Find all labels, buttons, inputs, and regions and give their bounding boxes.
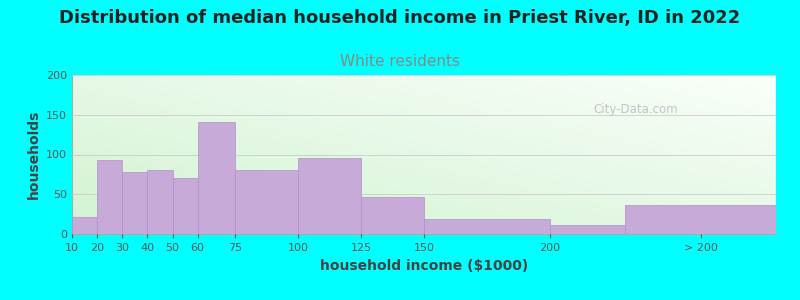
Text: White residents: White residents (340, 54, 460, 69)
Bar (625, 206, 776, 234)
Bar (198, 122, 235, 234)
Bar (72, 217, 97, 234)
Bar (235, 169, 298, 234)
Bar (550, 225, 625, 234)
Bar (122, 172, 147, 234)
Bar (424, 219, 550, 234)
X-axis label: household income ($1000): household income ($1000) (320, 259, 528, 273)
Y-axis label: households: households (26, 110, 41, 199)
Bar (298, 158, 361, 234)
Bar (97, 160, 122, 234)
Bar (361, 197, 424, 234)
Bar (147, 169, 173, 234)
Text: City-Data.com: City-Data.com (593, 103, 678, 116)
Bar (173, 178, 198, 234)
Text: Distribution of median household income in Priest River, ID in 2022: Distribution of median household income … (59, 9, 741, 27)
